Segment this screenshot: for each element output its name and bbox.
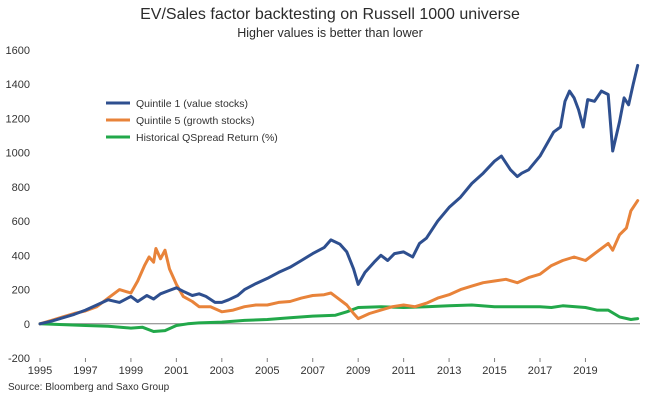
y-tick-label: 600: [12, 216, 30, 228]
x-tick-label: 1997: [73, 365, 97, 377]
y-tick-label: 1000: [6, 148, 30, 160]
y-tick-label: 800: [12, 182, 30, 194]
y-tick-label: 0: [24, 319, 30, 331]
chart-source: Source: Bloomberg and Saxo Group: [8, 382, 170, 393]
y-tick-label: 400: [12, 250, 30, 262]
chart-subtitle: Higher values is better than lower: [237, 26, 423, 40]
x-tick-label: 1999: [119, 365, 143, 377]
y-tick-label: 1600: [6, 45, 30, 57]
y-tick-label: 200: [12, 285, 30, 297]
x-tick-label: 1995: [28, 365, 52, 377]
x-tick-label: 2015: [482, 365, 506, 377]
legend-label: Quintile 5 (growth stocks): [136, 115, 254, 127]
y-tick-label: -200: [8, 353, 30, 365]
series-line: [38, 63, 640, 326]
x-tick-label: 2019: [573, 365, 597, 377]
y-tick-label: 1400: [6, 79, 30, 91]
x-tick-label: 2005: [255, 365, 279, 377]
x-tick-label: 2007: [300, 365, 324, 377]
chart-title: EV/Sales factor backtesting on Russell 1…: [140, 6, 520, 23]
legend-label: Quintile 1 (value stocks): [136, 98, 248, 110]
y-tick-label: 1200: [6, 113, 30, 125]
x-tick-label: 2011: [392, 365, 416, 377]
x-tick-label: 2001: [164, 365, 188, 377]
x-tick-label: 2013: [437, 365, 461, 377]
x-tick-label: 2017: [528, 365, 552, 377]
x-tick-label: 2003: [210, 365, 234, 377]
series-line: [38, 199, 640, 326]
x-tick-label: 2009: [346, 365, 370, 377]
legend-label: Historical QSpread Return (%): [136, 132, 278, 144]
series-line: [38, 303, 640, 333]
